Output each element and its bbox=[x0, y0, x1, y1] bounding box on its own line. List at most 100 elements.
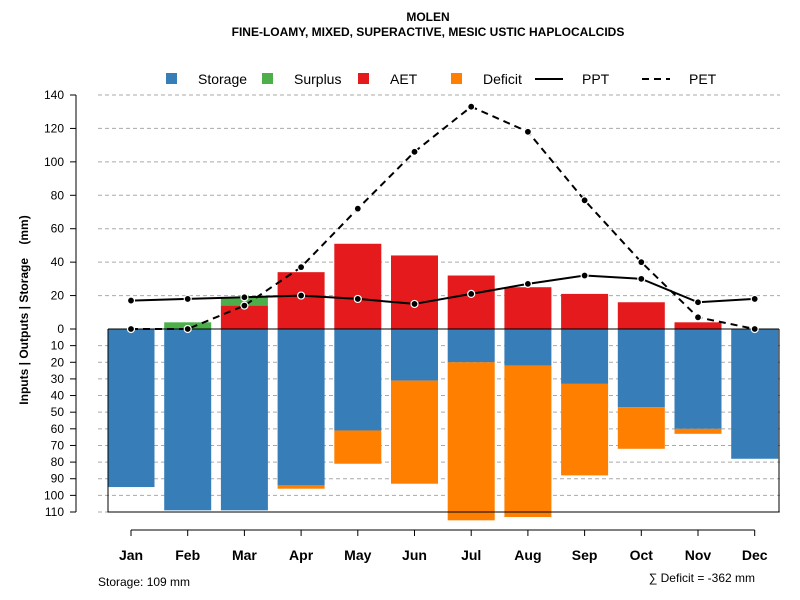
y-tick-label: 60 bbox=[51, 422, 65, 436]
legend-swatch-aet bbox=[358, 73, 369, 84]
ppt-point-mar bbox=[240, 293, 249, 302]
x-tick-label-oct: Oct bbox=[630, 547, 654, 563]
legend-label-ppt: PPT bbox=[582, 71, 610, 87]
y-tick-label: 100 bbox=[44, 155, 64, 169]
bar-deficit-may bbox=[334, 430, 382, 464]
y-tick-label: 80 bbox=[51, 188, 65, 202]
bar-deficit-oct bbox=[617, 407, 665, 449]
legend-label-pet: PET bbox=[689, 71, 717, 87]
y-tick-label: 100 bbox=[44, 488, 64, 502]
bar-aet-nov bbox=[674, 322, 722, 329]
legend-label-aet: AET bbox=[390, 71, 418, 87]
x-tick-label-jun: Jun bbox=[402, 547, 427, 563]
x-tick-label-may: May bbox=[344, 547, 371, 563]
y-tick-label: 0 bbox=[57, 322, 64, 336]
bar-deficit-nov bbox=[674, 428, 722, 434]
bar-aet-sep bbox=[561, 293, 609, 329]
pet-point-apr bbox=[297, 263, 306, 272]
pet-point-oct bbox=[637, 258, 646, 267]
y-axis-label: Inputs | Outputs | Storage (mm) bbox=[17, 215, 31, 404]
y-tick-label: 40 bbox=[51, 255, 65, 269]
bar-aet-apr bbox=[277, 272, 325, 329]
y-tick-label: 110 bbox=[45, 505, 64, 519]
bar-deficit-sep bbox=[561, 383, 609, 476]
x-tick-label-mar: Mar bbox=[232, 547, 257, 563]
bar-aet-mar bbox=[220, 305, 268, 329]
bar-storage-feb bbox=[164, 329, 212, 511]
bar-storage-apr bbox=[277, 329, 325, 486]
lines bbox=[126, 102, 759, 334]
chart-subtitle: FINE-LOAMY, MIXED, SUPERACTIVE, MESIC US… bbox=[232, 25, 625, 39]
y-tick-label: 70 bbox=[51, 438, 65, 452]
pet-point-nov bbox=[693, 313, 703, 322]
storage-capacity-frame bbox=[107, 329, 780, 513]
y-tick-label: 40 bbox=[51, 389, 65, 403]
bar-aet-may bbox=[334, 243, 382, 329]
ppt-point-nov bbox=[693, 298, 703, 307]
bar-aet-aug bbox=[504, 287, 552, 329]
ppt-point-aug bbox=[523, 279, 533, 288]
x-tick-label-sep: Sep bbox=[572, 547, 598, 563]
y-tick-label: 60 bbox=[51, 222, 65, 236]
legend-label-surplus: Surplus bbox=[294, 71, 341, 87]
legend-swatch-surplus bbox=[262, 73, 273, 84]
deficit-note: ∑ Deficit = -362 mm bbox=[649, 571, 755, 585]
legend-swatch-deficit bbox=[451, 73, 462, 84]
pet-point-mar bbox=[240, 301, 249, 310]
ppt-point-jul bbox=[467, 289, 476, 298]
y-tick-label: 80 bbox=[51, 455, 65, 469]
bar-storage-dec bbox=[731, 329, 779, 459]
pet-point-aug bbox=[523, 127, 533, 136]
bar-storage-jun bbox=[391, 329, 438, 381]
pet-point-sep bbox=[580, 196, 589, 205]
ppt-point-feb bbox=[183, 294, 192, 304]
bars bbox=[107, 243, 779, 521]
x-tick-label-apr: Apr bbox=[289, 547, 314, 563]
x-tick-label-nov: Nov bbox=[685, 547, 712, 563]
ppt-point-jun bbox=[410, 299, 419, 309]
axes: 0 20 40 60 80 100 120 140 10 20 30 40 50 60 70 80 90 100 1… bbox=[44, 88, 768, 563]
ppt-point-may bbox=[353, 294, 362, 304]
bar-aet-jul bbox=[447, 275, 495, 329]
ppt-point-sep bbox=[580, 271, 589, 280]
bar-aet-oct bbox=[617, 302, 665, 329]
y-tick-label: 120 bbox=[44, 121, 64, 135]
pet-line bbox=[131, 105, 755, 330]
legend-swatch-storage bbox=[166, 73, 177, 84]
ppt-point-jan bbox=[126, 296, 136, 305]
plot-frame bbox=[107, 328, 780, 513]
pet-point-feb bbox=[183, 324, 192, 334]
y-tick-label: 90 bbox=[51, 472, 65, 486]
bar-storage-sep bbox=[561, 329, 609, 384]
x-tick-label-dec: Dec bbox=[742, 547, 768, 563]
legend-label-storage: Storage bbox=[198, 71, 247, 87]
pet-point-jan bbox=[126, 324, 136, 334]
bar-deficit-aug bbox=[504, 365, 552, 517]
bar-storage-jul bbox=[447, 329, 495, 363]
pet-point-may bbox=[353, 204, 362, 213]
ppt-line bbox=[130, 274, 755, 305]
ppt-point-dec bbox=[750, 294, 759, 304]
y-tick-label: 20 bbox=[51, 355, 65, 369]
x-tick-label-feb: Feb bbox=[175, 547, 200, 563]
y-tick-label: 50 bbox=[51, 405, 65, 419]
x-tick-label-jul: Jul bbox=[461, 547, 481, 563]
pet-point-dec bbox=[750, 324, 759, 334]
bar-storage-mar bbox=[220, 329, 268, 511]
bar-storage-aug bbox=[504, 329, 552, 366]
bar-deficit-jun bbox=[391, 380, 438, 484]
bar-surplus-mar bbox=[220, 297, 268, 306]
ppt-point-apr bbox=[297, 291, 306, 300]
bar-storage-jan bbox=[107, 329, 155, 488]
x-tick-label-jan: Jan bbox=[119, 547, 143, 563]
bar-aet-jun bbox=[391, 255, 438, 329]
bar-storage-oct bbox=[617, 329, 665, 408]
storage-note: Storage: 109 mm bbox=[98, 575, 190, 589]
x-tick-label-aug: Aug bbox=[514, 547, 541, 563]
legend: Storage Surplus AET Deficit PPT PET bbox=[166, 71, 717, 87]
legend-label-deficit: Deficit bbox=[483, 71, 522, 87]
bar-storage-nov bbox=[674, 329, 722, 429]
y-tick-label: 30 bbox=[51, 372, 65, 386]
pet-point-jun bbox=[410, 147, 419, 156]
